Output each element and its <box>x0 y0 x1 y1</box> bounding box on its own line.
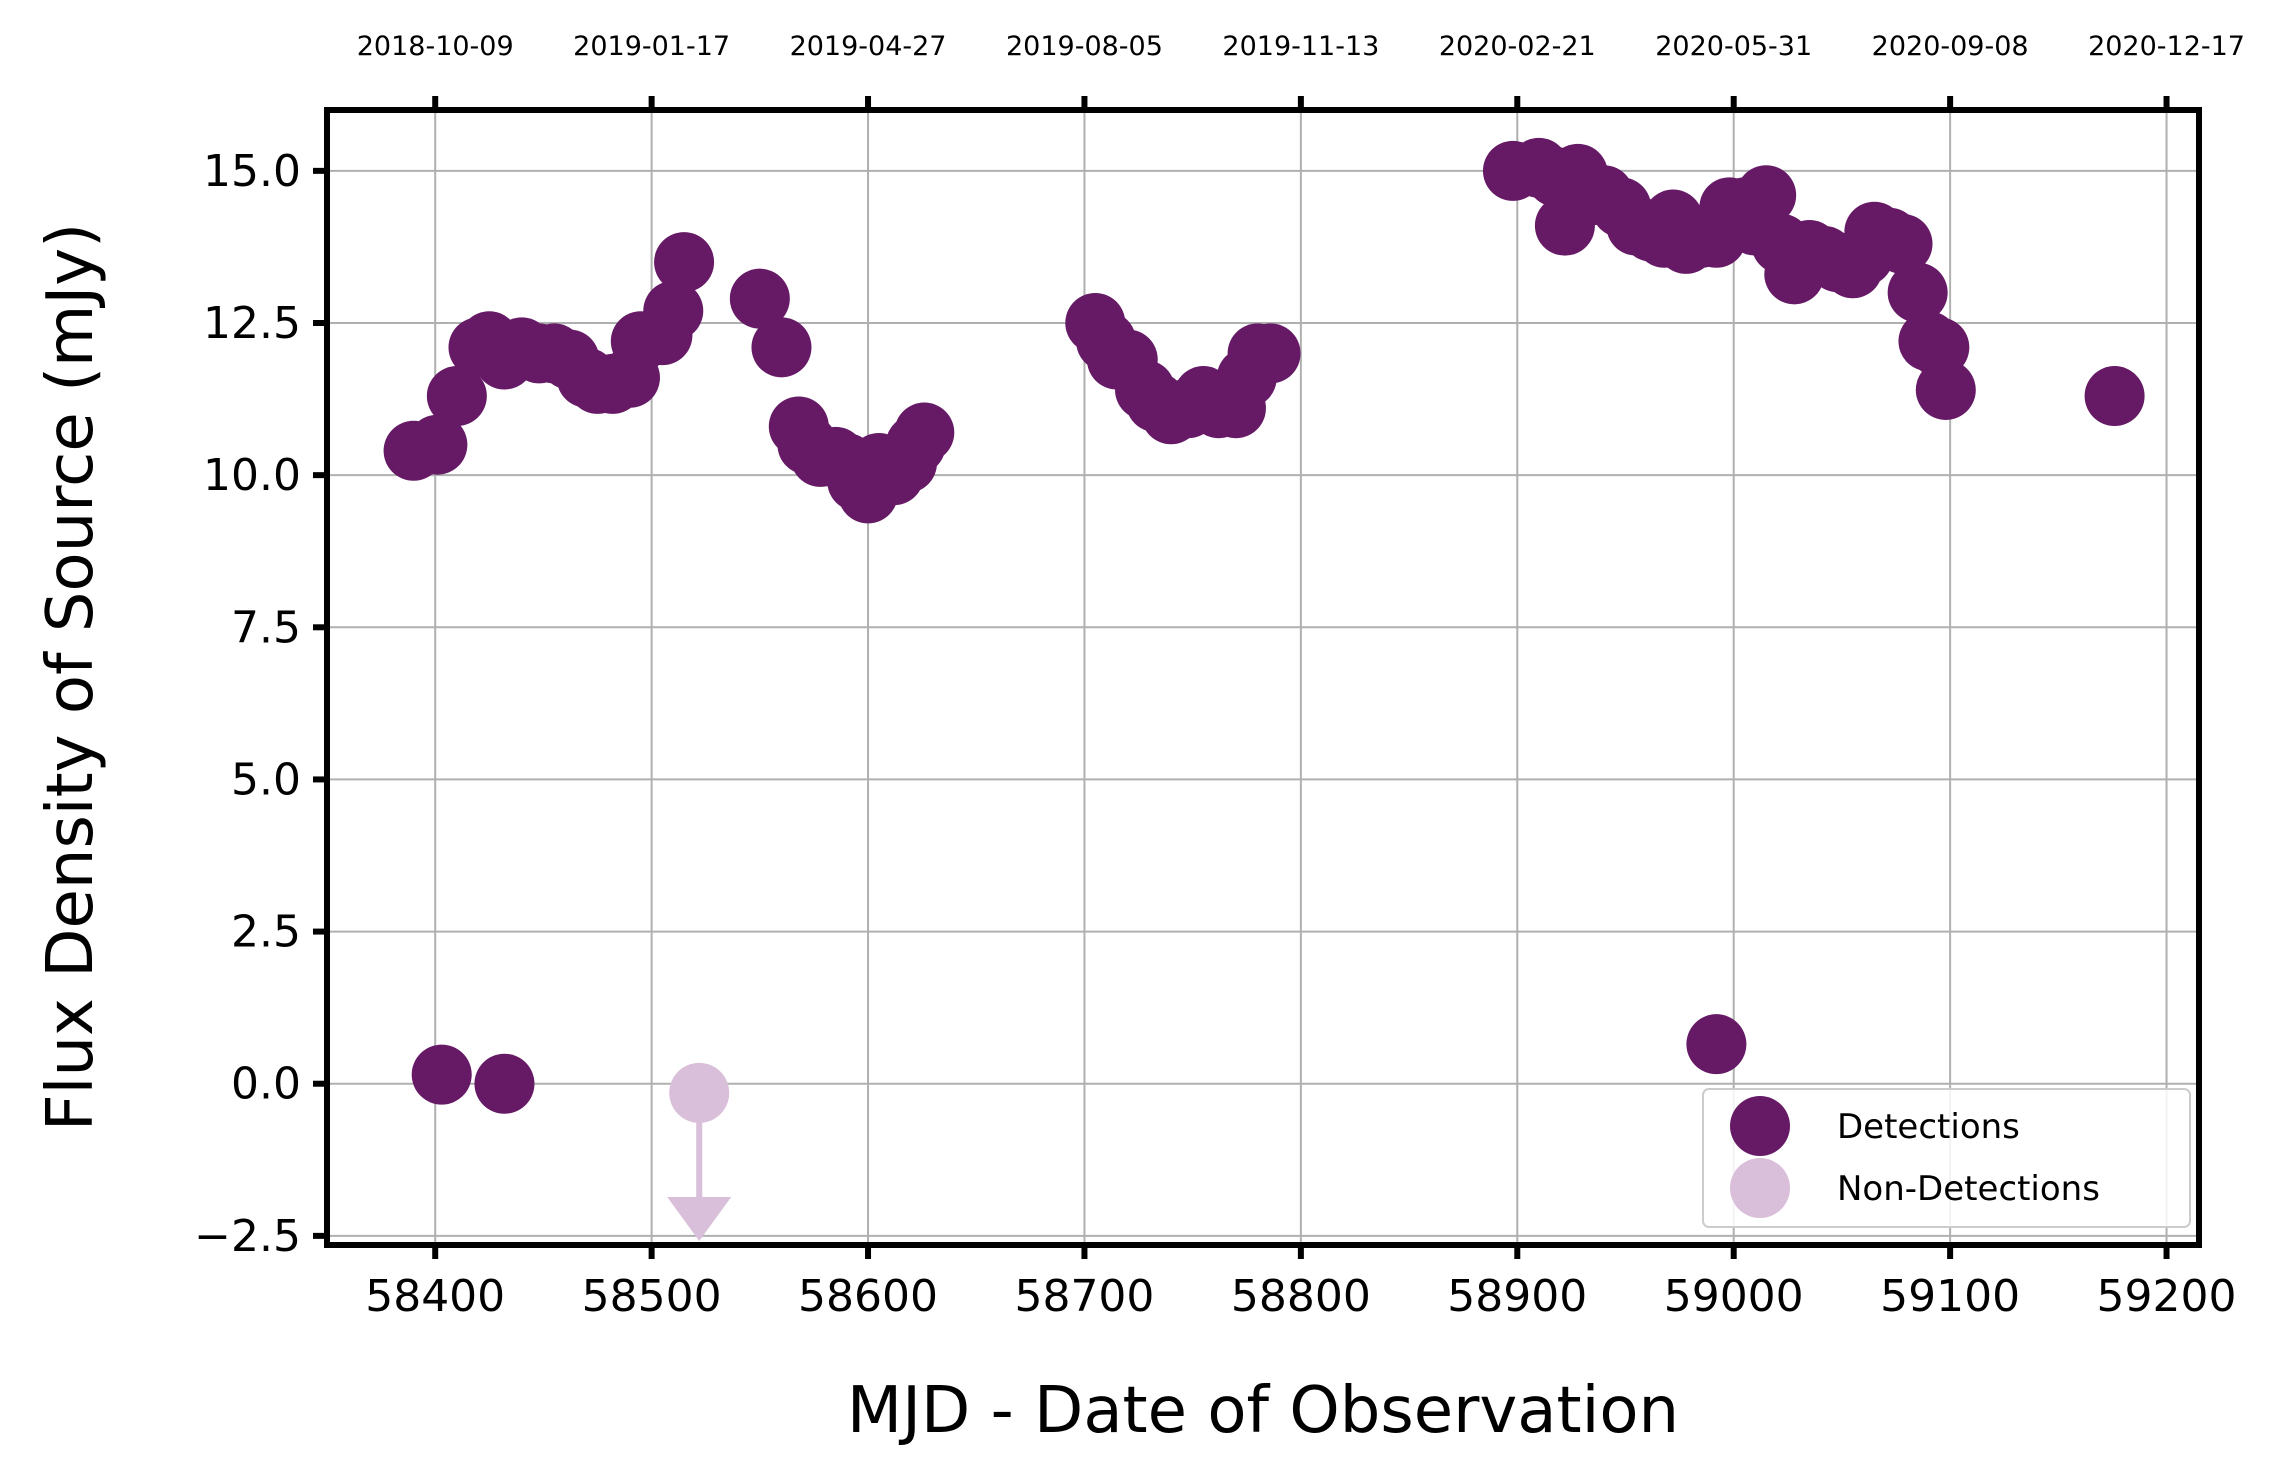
y-tick-label: 2.5 <box>231 907 301 958</box>
detection-point <box>474 1053 535 1114</box>
detection-point <box>1887 262 1948 323</box>
y-tick-label: 10.0 <box>203 450 301 501</box>
detection-point <box>1736 165 1797 226</box>
top-tick-label: 2019-04-27 <box>790 31 947 62</box>
x-tick-label: 58500 <box>582 1271 722 1322</box>
detection-point <box>729 268 790 329</box>
detection-point <box>643 280 704 341</box>
detection-point <box>2084 366 2145 427</box>
top-axis-ticks: 2018-10-09 2019-01-17 2019-04-27 2019-08-05… <box>357 31 2245 110</box>
detection-point <box>894 402 955 463</box>
legend-marker-non-detections <box>1730 1158 1790 1218</box>
y-tick-label: 12.5 <box>203 298 301 349</box>
x-tick-label: 58800 <box>1231 1271 1371 1322</box>
detection-point <box>654 232 715 293</box>
detection-point <box>411 1044 472 1105</box>
x-tick-label: 59200 <box>2097 1271 2237 1322</box>
x-tick-label: 58400 <box>365 1271 505 1322</box>
top-tick-label: 2019-11-13 <box>1222 31 1379 62</box>
top-tick-label: 2019-01-17 <box>573 31 730 62</box>
non-detection-point <box>669 1062 730 1123</box>
data-points <box>383 137 2145 1241</box>
y-tick-label: 5.0 <box>231 754 301 805</box>
top-tick-label: 2020-05-31 <box>1655 31 1812 62</box>
top-tick-label: 2019-08-05 <box>1006 31 1163 62</box>
x-tick-label: 59000 <box>1664 1271 1804 1322</box>
detection-point <box>407 414 468 475</box>
plot-frame <box>324 107 2202 1248</box>
upper-limit-arrow-head <box>667 1197 732 1241</box>
legend-marker-detections <box>1730 1096 1790 1156</box>
detection-point <box>426 366 487 427</box>
y-tick-label: 7.5 <box>231 602 301 653</box>
x-axis-label: MJD - Date of Observation <box>847 1374 1679 1448</box>
detection-point <box>751 317 812 378</box>
detection-point <box>1915 359 1976 420</box>
legend-box <box>1702 1088 2191 1228</box>
top-tick-label: 2020-09-08 <box>1872 31 2029 62</box>
axis-ticks: 58400 58500 58600 58700 58800 58900 59000 59100… <box>194 146 2236 1322</box>
y-tick-label: 15.0 <box>203 146 301 197</box>
detection-point <box>1872 213 1933 274</box>
detection-point <box>1686 1014 1747 1075</box>
grid-lines <box>327 110 2199 1245</box>
detection-point <box>1240 323 1301 384</box>
x-tick-label: 58700 <box>1014 1271 1154 1322</box>
top-tick-label: 2020-12-17 <box>2088 31 2245 62</box>
x-tick-label: 58900 <box>1447 1271 1587 1322</box>
legend-label-detections: Detections <box>1837 1107 2020 1147</box>
y-axis-label: Flux Density of Source (mJy) <box>34 223 108 1131</box>
legend: Detections Non-Detections <box>1702 1088 2191 1228</box>
y-tick-label: −2.5 <box>194 1211 301 1262</box>
x-tick-label: 58600 <box>798 1271 938 1322</box>
y-tick-label: 0.0 <box>231 1059 301 1110</box>
top-tick-label: 2020-02-21 <box>1439 31 1596 62</box>
x-tick-label: 59100 <box>1880 1271 2020 1322</box>
top-tick-label: 2018-10-09 <box>357 31 514 62</box>
legend-label-non-detections: Non-Detections <box>1837 1169 2100 1209</box>
